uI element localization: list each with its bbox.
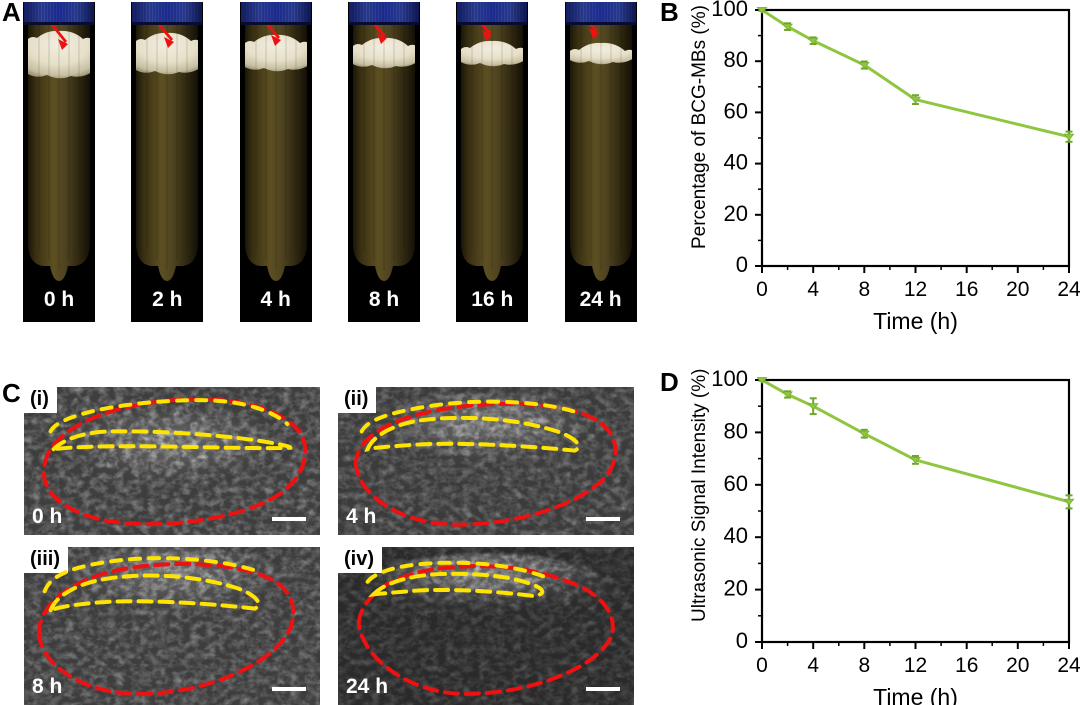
svg-text:12: 12 — [904, 654, 927, 677]
svg-text:0: 0 — [756, 278, 768, 301]
svg-text:100: 100 — [711, 0, 748, 21]
svg-text:20: 20 — [724, 576, 748, 601]
svg-text:0: 0 — [736, 252, 748, 277]
svg-text:8: 8 — [858, 278, 870, 301]
svg-text:24: 24 — [1057, 278, 1080, 301]
svg-text:20: 20 — [724, 201, 748, 226]
svg-text:100: 100 — [711, 370, 748, 391]
svg-text:40: 40 — [724, 523, 748, 548]
svg-text:4: 4 — [807, 278, 819, 301]
svg-text:12: 12 — [904, 278, 927, 301]
svg-text:0: 0 — [736, 628, 748, 653]
svg-text:16: 16 — [955, 654, 978, 677]
svg-text:4: 4 — [807, 654, 819, 677]
svg-text:20: 20 — [1006, 654, 1029, 677]
svg-text:80: 80 — [724, 418, 748, 443]
svg-text:80: 80 — [724, 47, 748, 72]
svg-text:60: 60 — [724, 98, 748, 123]
svg-text:24: 24 — [1057, 654, 1080, 677]
svg-text:60: 60 — [724, 471, 748, 496]
svg-text:0: 0 — [756, 654, 768, 677]
svg-text:20: 20 — [1006, 278, 1029, 301]
svg-text:8: 8 — [858, 654, 870, 677]
svg-text:16: 16 — [955, 278, 978, 301]
svg-text:40: 40 — [724, 150, 748, 175]
